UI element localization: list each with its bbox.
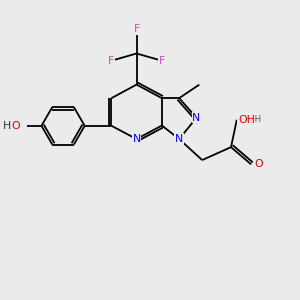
Text: ·H: ·H (253, 115, 262, 124)
Text: F: F (159, 56, 165, 66)
Text: N: N (132, 134, 141, 144)
Text: N: N (175, 134, 183, 144)
Text: OH: OH (238, 115, 255, 125)
Text: O: O (11, 121, 20, 131)
Text: H: H (3, 121, 12, 131)
Text: F: F (134, 24, 140, 34)
Text: F: F (108, 56, 115, 66)
Text: N: N (192, 113, 201, 123)
Text: O: O (254, 159, 263, 170)
